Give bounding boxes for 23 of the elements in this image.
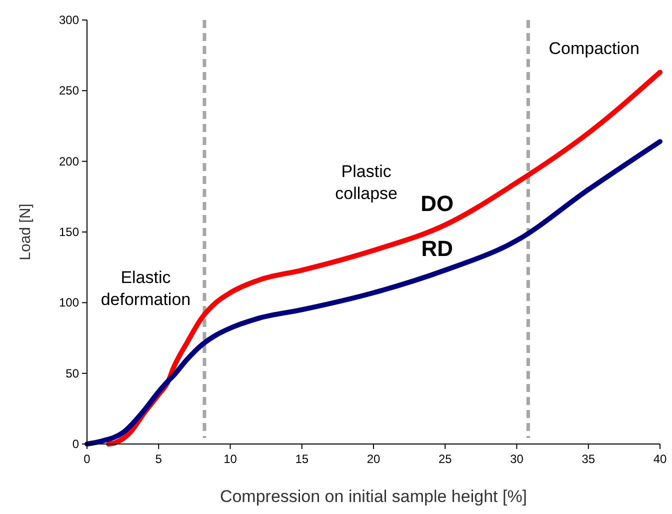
y-tick-label: 50 [66,366,80,380]
y-axis-title: Load [N] [17,204,34,260]
x-tick-label: 35 [582,452,596,466]
y-tick-label: 0 [72,437,80,451]
y-tick-label: 300 [58,13,80,27]
x-tick-label: 40 [653,452,667,466]
x-tick-label: 5 [155,452,162,466]
x-tick-label: 25 [438,452,452,466]
y-tick-label: 100 [58,296,80,310]
annotation: Plastic collapse [335,162,398,203]
y-tick-label: 250 [58,84,80,98]
x-tick-label: 20 [366,452,380,466]
annotation: Compaction [548,38,640,58]
x-tick-label: 0 [84,452,91,466]
annotation: Elastic deformation [100,268,191,309]
series-label: DO [420,190,454,216]
x-tick-label: 10 [224,452,238,466]
x-axis-title: Compression on initial sample height [%] [220,487,528,506]
y-tick-label: 200 [58,154,80,168]
x-tick-label: 15 [295,452,309,466]
x-tick-label: 30 [510,452,524,466]
series-label: RD [421,236,454,262]
y-tick-label: 150 [58,225,80,239]
